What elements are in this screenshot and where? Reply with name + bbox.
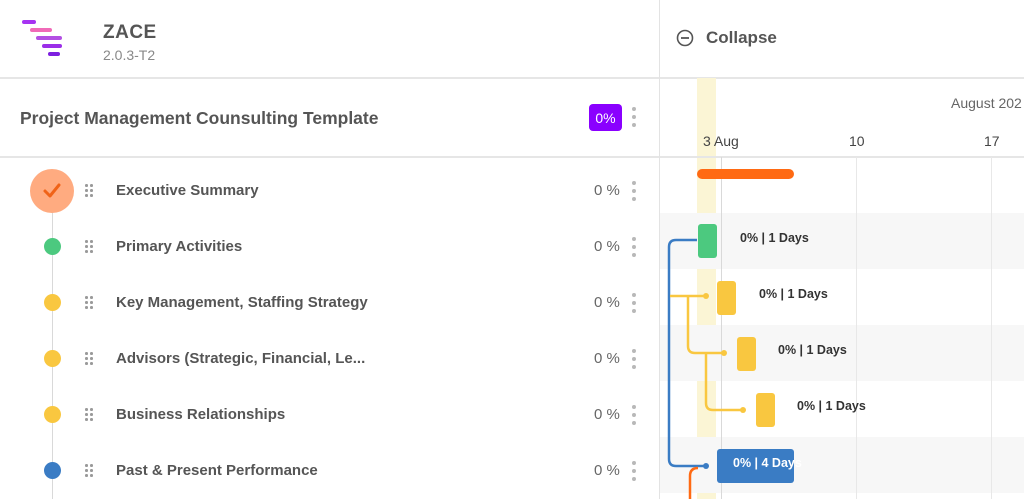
task-menu-icon[interactable] [631, 237, 637, 257]
collapse-label: Collapse [706, 28, 777, 47]
task-row[interactable]: Primary Activities 0 % [0, 219, 659, 275]
dependency-connector [688, 466, 699, 499]
gantt-grid-line [991, 157, 992, 499]
task-menu-icon[interactable] [631, 405, 637, 425]
task-row[interactable]: Executive Summary 0 % [0, 163, 659, 219]
app-version: 2.0.3-T2 [103, 47, 156, 63]
task-row[interactable]: Business Relationships 0 % [0, 387, 659, 443]
zace-logo-icon [22, 18, 68, 64]
status-timeline-line [52, 195, 53, 499]
dependency-node-icon [740, 407, 746, 413]
task-name: Business Relationships [116, 406, 286, 423]
day-label: 10 [849, 133, 865, 149]
dependency-connector [704, 353, 743, 412]
gantt-bar[interactable] [756, 393, 775, 427]
header-divider [0, 77, 659, 79]
task-menu-icon[interactable] [631, 293, 637, 313]
day-label: 17 [984, 133, 1000, 149]
day-label: 3 Aug [703, 133, 739, 149]
project-title: Project Management Counsulting Template [20, 108, 379, 128]
gantt-bar-label: 0% | 1 Days [797, 399, 866, 413]
task-progress: 0 % [594, 182, 620, 199]
gantt-grid-line [856, 157, 857, 499]
gantt-row-stripe [660, 213, 1024, 269]
task-progress: 0 % [594, 294, 620, 311]
gantt-header-divider [660, 77, 1024, 79]
today-highlight [697, 78, 716, 499]
gantt-chart: 0% | 1 Days 0% | 1 Days 0% | 1 Days 0% |… [667, 169, 866, 499]
drag-handle-icon[interactable] [85, 296, 93, 310]
drag-handle-icon[interactable] [85, 240, 93, 254]
task-name: Advisors (Strategic, Financial, Le... [116, 350, 366, 367]
project-progress-badge: 0% [589, 104, 622, 131]
status-dot-icon [44, 294, 61, 311]
gantt-panel: Collapse August 202 3 Aug 10 17 0% | 1 D… [660, 0, 1024, 499]
app-name: ZACE [103, 22, 157, 43]
task-progress: 0 % [594, 238, 620, 255]
gantt-scale-divider [660, 156, 1024, 158]
gantt-bar[interactable] [717, 449, 794, 483]
gantt-bar-label: 0% | 4 Days [733, 456, 802, 470]
gantt-bar[interactable] [717, 281, 736, 315]
project-menu-icon[interactable] [631, 107, 637, 127]
project-divider [0, 156, 659, 158]
status-dot-icon [44, 406, 61, 423]
completed-check-icon[interactable] [30, 169, 74, 213]
task-name: Past & Present Performance [116, 462, 318, 479]
task-name: Key Management, Staffing Strategy [116, 294, 368, 311]
status-dot-icon [44, 350, 61, 367]
task-row[interactable]: Advisors (Strategic, Financial, Le... 0 … [0, 331, 659, 387]
task-progress: 0 % [594, 350, 620, 367]
status-dot-icon [44, 462, 61, 479]
task-row[interactable]: Key Management, Staffing Strategy 0 % [0, 275, 659, 331]
gantt-bar[interactable] [737, 337, 756, 371]
gantt-bar-summary[interactable] [697, 169, 794, 179]
dependency-node-icon [721, 350, 727, 356]
task-list-panel: ZACE 2.0.3-T2 Project Management Counsul… [0, 18, 659, 499]
drag-handle-icon[interactable] [85, 464, 93, 478]
gantt-bar-label: 0% | 1 Days [778, 343, 847, 357]
gantt-bar-label: 0% | 1 Days [740, 231, 809, 245]
drag-handle-icon[interactable] [85, 184, 93, 198]
task-row[interactable]: Past & Present Performance 0 % [0, 443, 659, 499]
drag-handle-icon[interactable] [85, 352, 93, 366]
gantt-grid-line [721, 157, 722, 499]
dependency-connector [686, 296, 724, 355]
drag-handle-icon[interactable] [85, 408, 93, 422]
dependency-connector [667, 238, 706, 468]
task-progress: 0 % [594, 406, 620, 423]
task-progress: 0 % [594, 462, 620, 479]
panel-divider [659, 0, 660, 499]
collapse-minus-icon [676, 29, 694, 47]
task-name: Executive Summary [116, 182, 259, 199]
dependency-node-icon [703, 463, 709, 469]
task-menu-icon[interactable] [631, 181, 637, 201]
gantt-bar[interactable] [698, 224, 717, 258]
collapse-button[interactable]: Collapse [676, 28, 777, 48]
gantt-bar-label: 0% | 1 Days [759, 287, 828, 301]
task-menu-icon[interactable] [631, 461, 637, 481]
status-dot-icon [44, 238, 61, 255]
month-label: August 202 [951, 95, 1022, 111]
task-menu-icon[interactable] [631, 349, 637, 369]
dependency-node-icon [703, 293, 709, 299]
task-name: Primary Activities [116, 238, 243, 255]
